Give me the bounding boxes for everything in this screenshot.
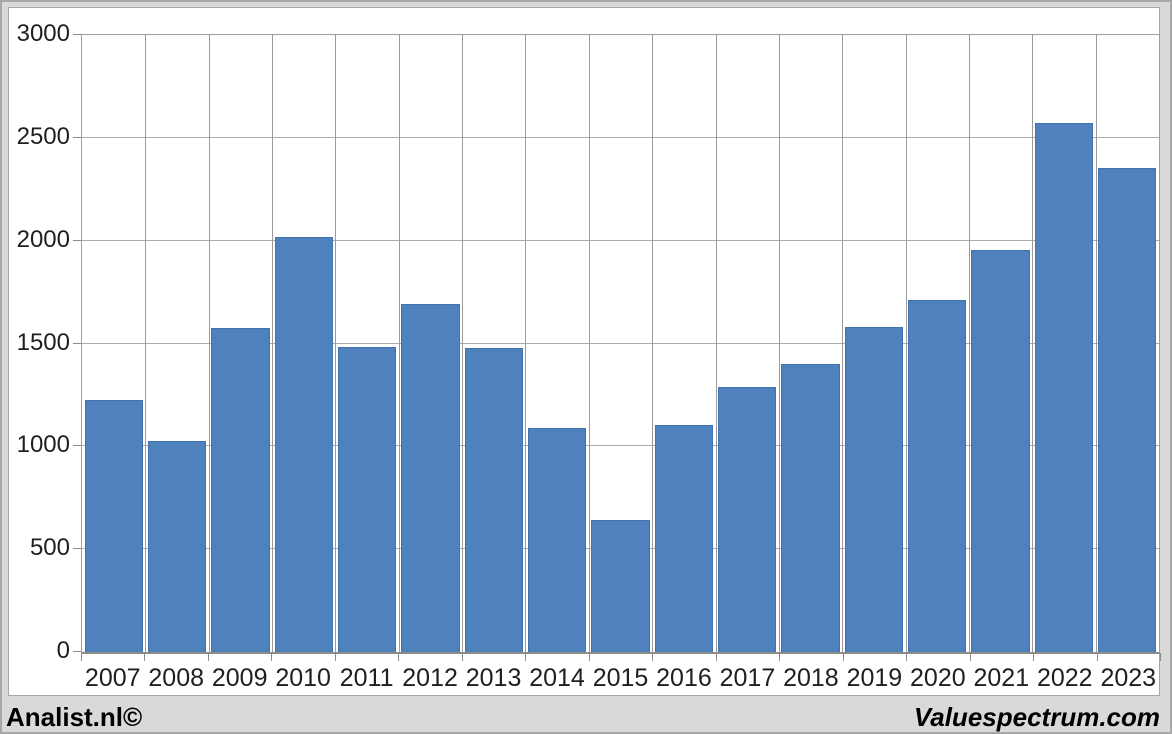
x-axis-label-2007: 2007 [84,664,141,692]
gridline-x-10 [715,35,717,652]
x-tick-8 [588,653,590,661]
gridline-x-7 [525,35,527,652]
x-axis-label-2020: 2020 [910,664,966,692]
bar-2007 [84,400,143,652]
bar-2020 [908,300,967,652]
y-tick-2000 [73,239,81,241]
bar-2015 [591,520,650,652]
y-axis-label-1500: 1500 [16,328,70,356]
gridline-y-1500 [82,342,1159,344]
x-tick-13 [906,653,908,661]
gridline-x-9 [652,35,654,652]
y-tick-1000 [73,445,81,447]
x-axis-label-2019: 2019 [846,664,903,692]
bar-2012 [401,304,460,652]
bar-2016 [654,424,713,652]
y-tick-2500 [73,136,81,138]
gridline-y-2500 [82,136,1159,138]
x-axis-label-2016: 2016 [656,664,712,692]
y-axis-label-500: 500 [29,534,70,562]
y-axis-label-1000: 1000 [16,431,70,459]
x-axis-labels: 2007 2008 2009 2010 2011 2012 2013 2014 2015 2016… [81,666,1160,694]
x-tick-10 [715,653,717,661]
x-tick-2 [207,653,209,661]
bar-2014 [528,427,587,652]
gridline-x-8 [588,35,590,652]
bar-2013 [464,347,523,652]
chart-canvas: 0 500 1000 1500 2000 2500 3000 2007 2008 2009 201… [8,7,1161,696]
gridline-x-13 [905,35,907,652]
x-tick-5 [398,653,400,661]
x-axis-label-2014: 2014 [529,664,585,692]
x-axis-label-2012: 2012 [402,664,458,692]
x-tick-12 [842,653,844,661]
gridline-x-6 [462,35,464,652]
x-axis-label-2015: 2015 [592,664,649,692]
gridline-x-5 [398,35,400,652]
y-tick-0 [73,651,81,652]
gridline-x-1 [145,35,147,652]
analist-credit: Analist.nl© [6,702,143,732]
gridline-x-4 [335,35,337,652]
y-axis-label-2500: 2500 [16,122,70,150]
x-axis-label-2023: 2023 [1100,664,1157,692]
bar-2023 [1098,167,1157,652]
x-axis-label-2022: 2022 [1036,664,1093,692]
bar-2010 [274,236,333,652]
bar-2009 [211,328,270,652]
gridline-x-16 [1095,35,1097,652]
x-tick-16 [1096,653,1098,661]
bar-2017 [718,386,777,652]
bar-2008 [147,441,207,652]
x-axis-label-2009: 2009 [211,664,268,692]
y-axis-labels: 0 500 1000 1500 2000 2500 3000 [9,22,70,663]
x-axis-label-2011: 2011 [339,664,394,692]
gridline-x-11 [778,35,780,652]
y-axis-label-3000: 3000 [16,20,70,47]
y-tick-3000 [73,34,81,35]
x-tick-1 [144,653,146,661]
x-axis-label-2013: 2013 [465,664,522,692]
bar-2011 [337,346,397,652]
plot-area [81,34,1160,654]
y-tick-500 [73,548,81,550]
valuespectrum-credit: Valuespectrum.com [913,702,1160,732]
x-tick-17 [1160,653,1161,661]
bar-2021 [971,249,1030,652]
x-tick-14 [969,653,971,661]
gridline-x-2 [208,35,210,652]
x-axis-label-2008: 2008 [148,664,205,692]
gridline-y-2000 [82,239,1159,241]
y-tick-1500 [73,342,81,344]
gridline-x-12 [842,35,844,652]
bar-2022 [1034,123,1094,652]
x-tick-4 [334,653,336,661]
bar-2019 [844,327,904,652]
x-tick-9 [652,653,654,661]
gridline-x-14 [968,35,970,652]
x-tick-11 [779,653,781,661]
y-axis-label-0: 0 [56,637,70,664]
y-axis-label-2000: 2000 [16,225,70,253]
x-tick-7 [525,653,527,661]
x-axis-ticks [81,653,1161,661]
gridline-x-15 [1032,35,1034,652]
y-axis-ticks [73,34,81,652]
x-axis-label-2010: 2010 [275,664,331,692]
x-axis-label-2018: 2018 [783,664,839,692]
gridline-y-1000 [82,445,1159,447]
x-axis-label-2021: 2021 [973,664,1030,692]
x-tick-6 [461,653,463,661]
gridline-x-3 [272,35,274,652]
x-tick-3 [271,653,273,661]
bar-2018 [781,364,840,652]
x-axis-label-2017: 2017 [719,664,776,692]
x-tick-15 [1033,653,1035,661]
x-tick-0 [81,653,82,661]
